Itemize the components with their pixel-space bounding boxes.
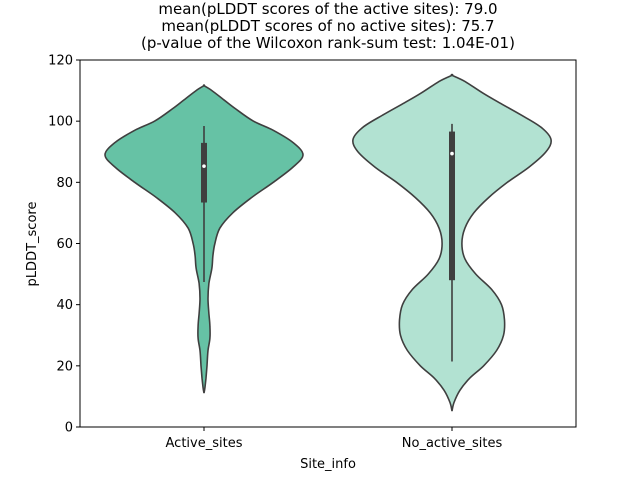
chart-title-line-3: (p-value of the Wilcoxon rank-sum test: … [141, 34, 515, 52]
violin-iqr-box-2 [449, 131, 455, 281]
y-tick-label: 100 [48, 115, 73, 130]
y-tick-label: 0 [65, 421, 73, 436]
violin-median-point-2 [450, 151, 454, 156]
y-tick-label: 80 [56, 176, 73, 191]
y-axis-ticks: 0 20 40 60 80 100 120 [48, 54, 80, 436]
chart-title-line-1: mean(pLDDT scores of the active sites): … [158, 0, 497, 18]
x-tick-label: Active_sites [166, 436, 243, 451]
x-axis-ticks: Active_sites No_active_sites [166, 427, 503, 451]
chart-title-line-2: mean(pLDDT scores of no active sites): 7… [161, 17, 494, 35]
y-axis-label: pLDDT_score [25, 202, 40, 287]
y-tick-label: 60 [56, 237, 73, 252]
violin-layer [104, 73, 552, 412]
y-tick-label: 120 [48, 54, 73, 69]
violin-iqr-box-1 [201, 142, 207, 203]
plot-frame [79, 59, 577, 428]
violin-median-point-1 [202, 164, 206, 168]
x-axis-label: Site_info [300, 457, 356, 472]
y-tick-label: 20 [56, 359, 73, 374]
y-tick-label: 40 [56, 298, 73, 313]
x-tick-label: No_active_sites [402, 436, 503, 451]
